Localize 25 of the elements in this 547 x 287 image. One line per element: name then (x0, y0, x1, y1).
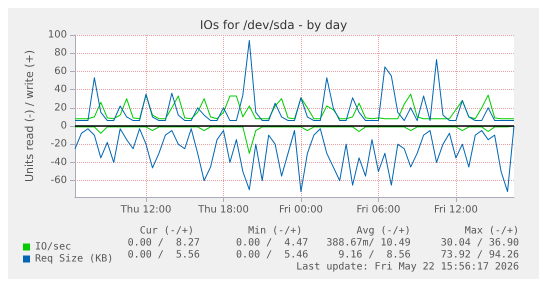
x-tick-label: Fri 12:00 (434, 204, 478, 216)
legend-label: IO/sec (35, 242, 72, 252)
text: Last update: Fri May 22 15:56:17 2026 (296, 262, 519, 272)
y-tick-label: 100 (48, 30, 67, 40)
x-tick-label: Thu 12:00 (120, 204, 172, 216)
x-tick-label: Fri 00:00 (278, 204, 323, 216)
y-tick-label: 80 (54, 48, 67, 59)
y-tick-label: 20 (54, 102, 67, 114)
chart-title: IOs for /dev/sda - by day (200, 18, 348, 32)
y-tick-label: 60 (54, 66, 67, 77)
legend-label: Req Size (KB) (35, 254, 114, 264)
y-tick-label: 40 (54, 84, 67, 96)
text: 0.00 / 8.27 0.00 / 4.47 388.67m/ 10.49 30.04 / 36.90 (128, 238, 519, 248)
y-axis-title: Units read (-) / write (+) (23, 50, 36, 182)
text: 0.00 / 5.56 0.00 / 5.46 9.16 / 8.56 73.92 / 94.26 (128, 250, 519, 260)
y-tick-label: -20 (50, 138, 67, 150)
x-tick-label: Thu 18:00 (197, 204, 249, 216)
y-tick-label: -40 (50, 156, 67, 168)
line-series (74, 126, 514, 192)
line-series (74, 94, 514, 120)
text: Cur (-/+) Min (-/+) Avg (-/+) Max (-/+) (140, 226, 519, 236)
line-series (74, 40, 514, 122)
x-tick-label: Fri 06:00 (356, 204, 400, 216)
y-tick-label: 0 (60, 120, 67, 132)
y-tick-label: -60 (50, 175, 67, 186)
